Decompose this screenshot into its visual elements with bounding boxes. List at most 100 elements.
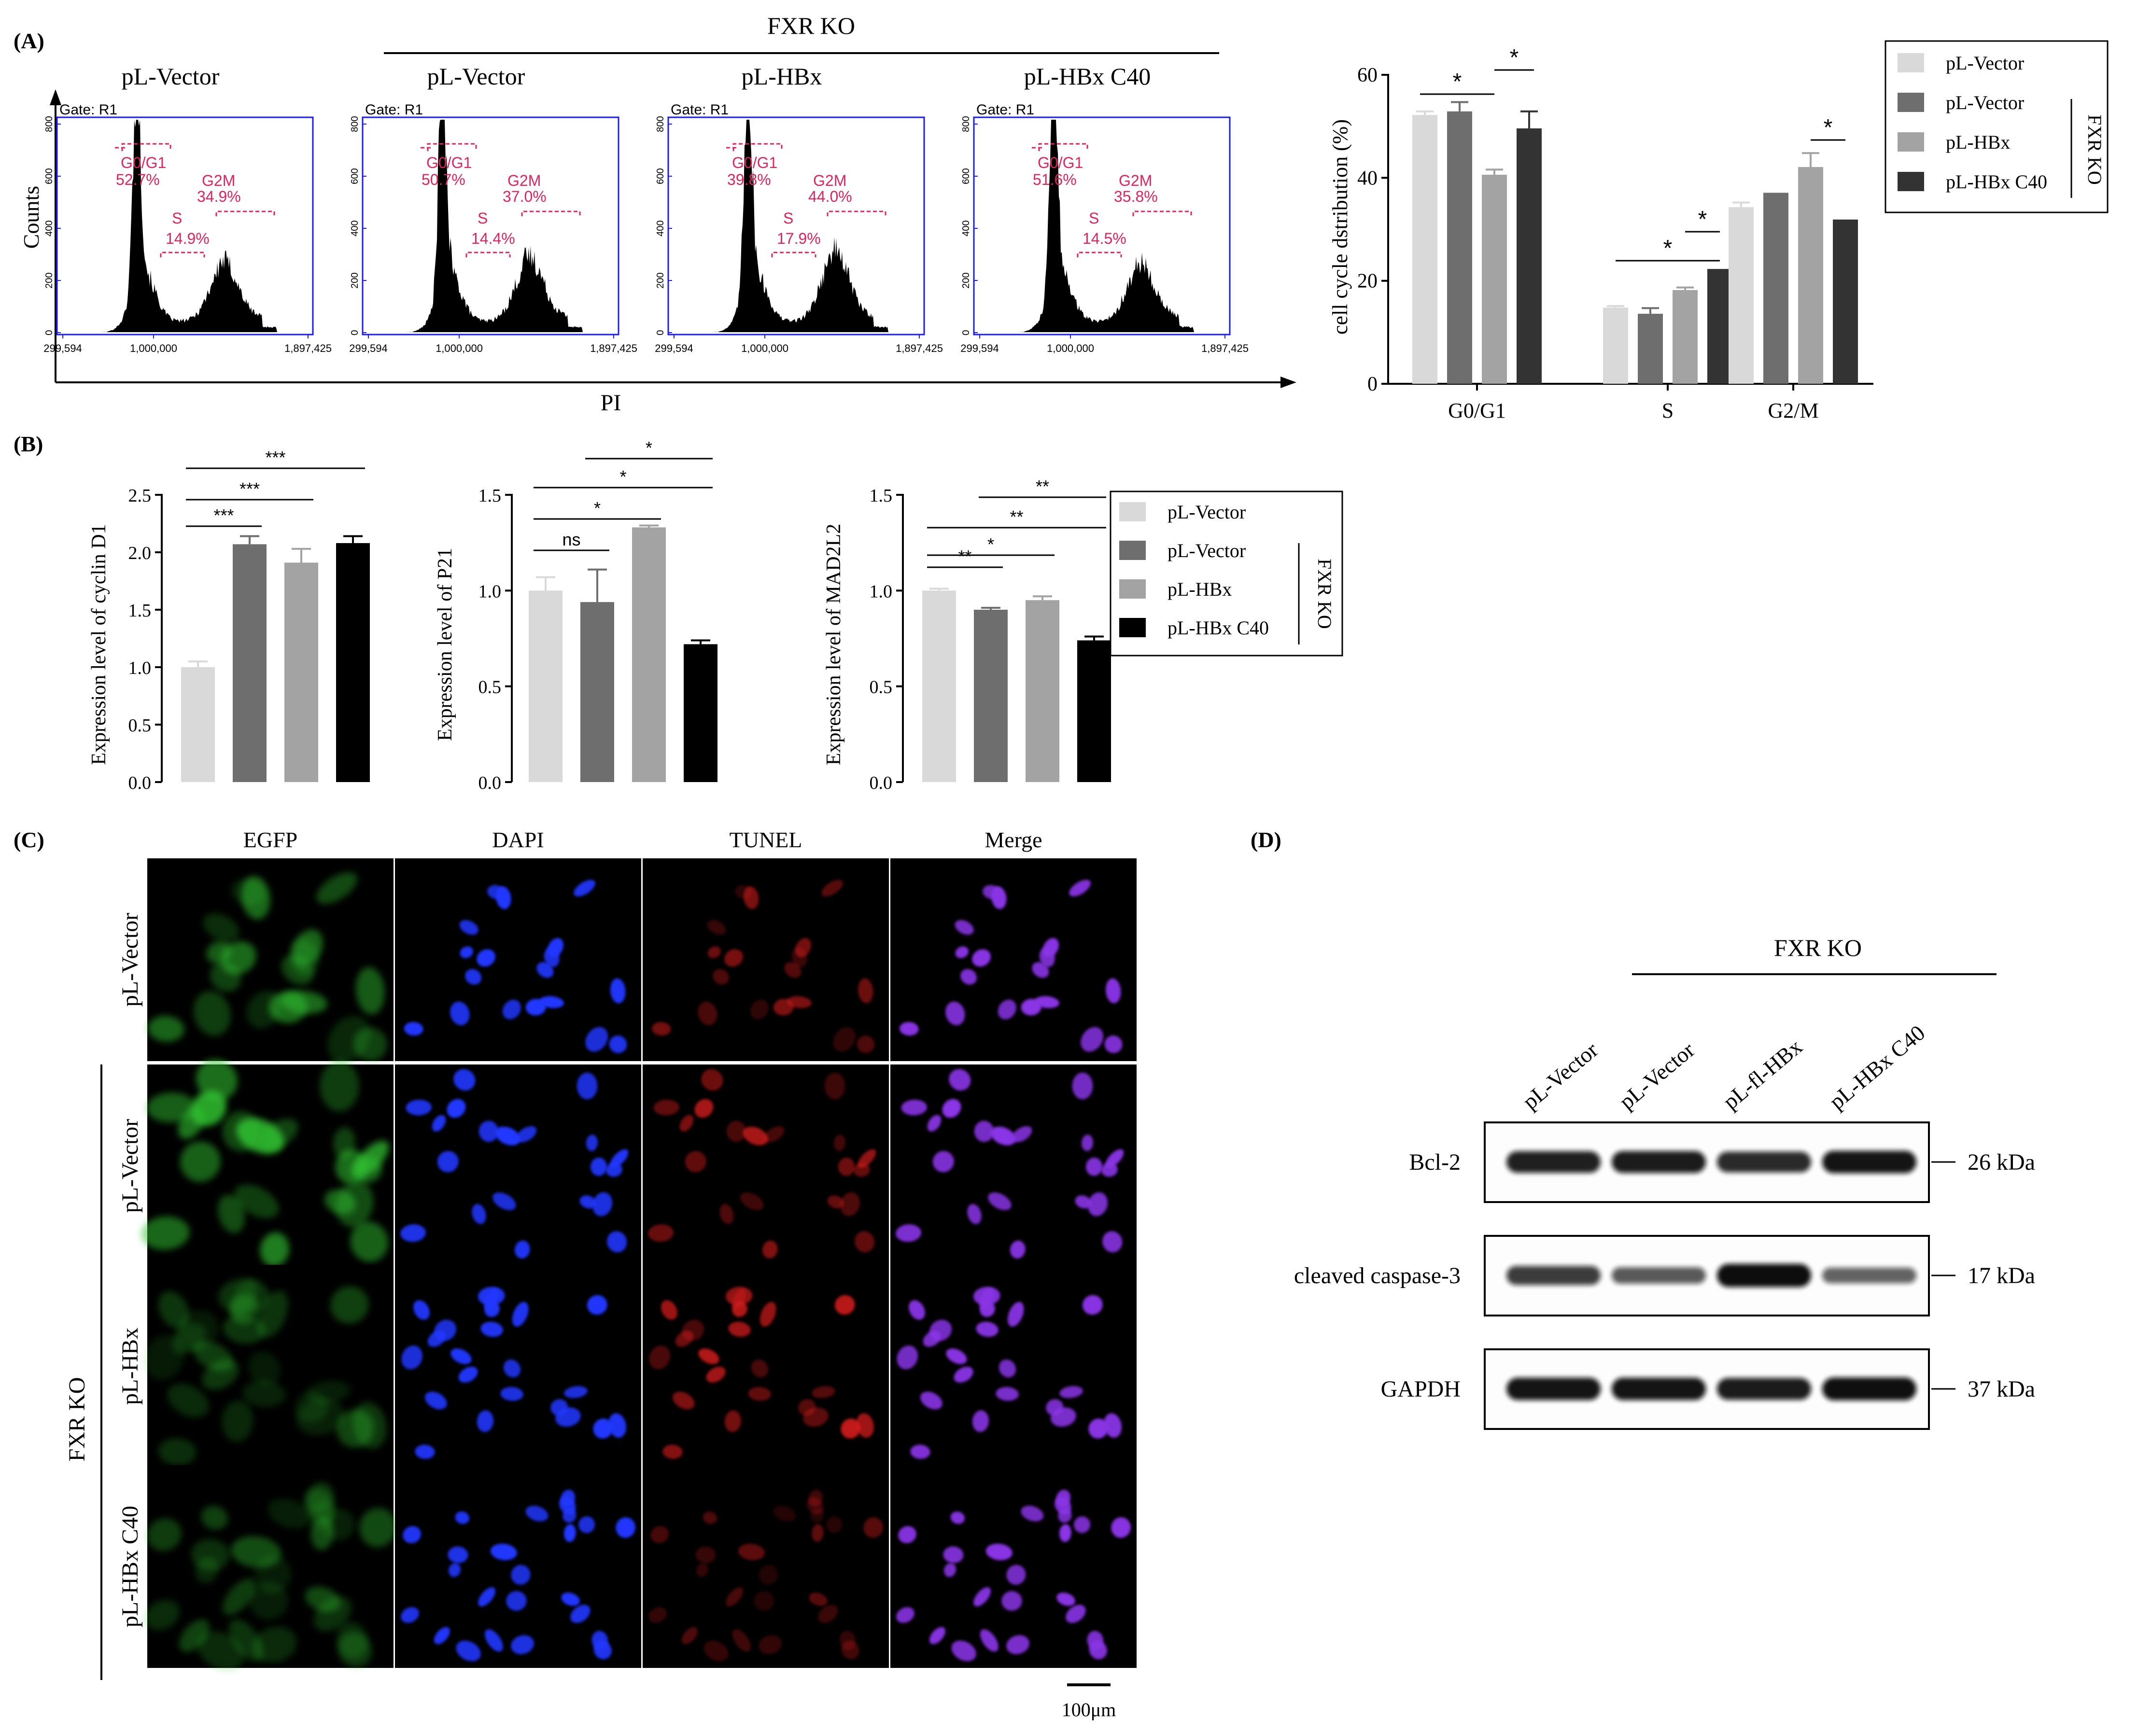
cc-bar-2 <box>1638 313 1663 384</box>
micro-tile <box>890 1265 1137 1468</box>
micro-cell <box>985 1543 1013 1560</box>
micro-cell <box>141 1216 190 1250</box>
micro-row-label: pL-HBx <box>117 1328 143 1405</box>
micro-cell <box>593 1418 613 1439</box>
significance-label: ** <box>1010 507 1023 527</box>
micro-tile <box>395 1064 641 1267</box>
y-tick-label: 1.0 <box>478 581 502 602</box>
micro-cell <box>577 1072 598 1100</box>
flow-y-tick-label: 200 <box>961 272 971 288</box>
flow-s-label: S <box>783 210 793 227</box>
blot-rows: Bcl-2 26 kDa cleaved caspase-3 17 kDa GAPDH 3… <box>1294 1121 2035 1430</box>
micro-cell <box>1032 962 1049 978</box>
micro-cell <box>681 1627 698 1644</box>
micro-cell <box>1021 1505 1044 1522</box>
micro-tile <box>643 1265 889 1468</box>
b-bar-4 <box>684 644 717 782</box>
flow-s-percent: 14.4% <box>471 230 515 247</box>
micro-cell <box>354 1141 389 1176</box>
micro-cell <box>306 1380 351 1404</box>
y-tick-label: 1.5 <box>128 601 152 621</box>
y-tick-label: 2.0 <box>128 543 152 563</box>
micro-cell <box>1073 1516 1091 1533</box>
b-legend-swatch <box>1119 618 1146 637</box>
blot-lane-label: pL-HBx C40 <box>1825 1020 1930 1114</box>
scale-bar-label: 100μm <box>1062 1699 1116 1721</box>
micro-cell <box>511 1635 534 1654</box>
micro-cell <box>610 1149 629 1168</box>
micro-cell <box>564 1386 588 1399</box>
p21-y-title: Expression level of P21 <box>434 548 456 741</box>
cc-category-label: S <box>1662 399 1674 422</box>
significance-label: * <box>646 438 652 458</box>
flow-y-tick-label: 200 <box>44 272 55 288</box>
micro-cell <box>812 1386 835 1399</box>
micro-cell <box>858 1149 876 1168</box>
micro-cell <box>484 1629 503 1652</box>
micro-cell <box>743 1126 768 1146</box>
micro-cell <box>897 1345 918 1370</box>
micro-cell <box>333 1127 356 1159</box>
flow-plot-title: pL-Vector <box>122 63 220 90</box>
micro-cell <box>707 946 721 958</box>
blot-band <box>1717 1264 1811 1287</box>
micro-cell <box>1059 1524 1071 1542</box>
flow-y-title: Counts <box>19 186 43 249</box>
micro-cell <box>608 1413 627 1438</box>
micro-cell <box>1075 1195 1092 1209</box>
flow-y-tick-label: 400 <box>655 220 666 236</box>
micro-cell <box>511 1565 531 1585</box>
micro-cell <box>296 1399 345 1436</box>
micro-cell <box>525 1505 549 1522</box>
cc-bar-4 <box>1833 219 1858 384</box>
flow-x-tick-label: 299,594 <box>960 342 999 354</box>
significance-label: * <box>1510 45 1519 70</box>
micro-cell <box>223 1315 266 1344</box>
micro-cell <box>450 1001 470 1025</box>
micro-cell <box>1081 1134 1094 1151</box>
micro-cell <box>703 1511 717 1524</box>
micro-cell <box>811 1524 824 1542</box>
b-bar-2 <box>974 610 1008 782</box>
micro-cell <box>802 1407 829 1427</box>
micro-cell <box>324 1189 356 1215</box>
micro-cell <box>477 949 496 967</box>
micro-column-label: EGFP <box>243 827 297 852</box>
flow-g0g1-percent: 50.7% <box>422 171 465 188</box>
micro-cell <box>144 1600 180 1630</box>
micro-cell <box>1081 1027 1104 1052</box>
flow-y-tick-label: 0 <box>655 330 666 335</box>
micro-cell <box>179 1619 210 1652</box>
cc-legend-label: pL-Vector <box>1946 92 2024 113</box>
micro-cell <box>1050 1407 1076 1427</box>
flow-s-gate <box>465 252 511 257</box>
micro-cell <box>180 1141 221 1182</box>
micro-cell <box>827 1195 844 1209</box>
flow-g2m-percent: 34.9% <box>197 188 241 205</box>
flow-g0g1-percent: 51.6% <box>1033 171 1077 188</box>
micro-cell <box>320 1060 359 1112</box>
micro-cell <box>841 1418 861 1439</box>
b-legend-label: pL-HBx <box>1167 578 1232 600</box>
micro-cell <box>203 913 239 942</box>
flow-x-tick-label: 1,897,425 <box>1201 342 1249 354</box>
flow-s-gate <box>1077 252 1122 257</box>
micro-cell <box>246 991 282 1029</box>
flow-g0g1-percent: 52.7% <box>116 171 160 188</box>
micro-cell <box>223 1578 256 1615</box>
micro-cell <box>787 996 812 1008</box>
blot-band <box>1506 1377 1601 1400</box>
micro-cell <box>147 1016 184 1042</box>
micro-cell <box>400 1224 426 1242</box>
panel-b-letter: (B) <box>14 432 43 456</box>
b-bar-4 <box>336 543 370 782</box>
flow-g2m-percent: 35.8% <box>1114 188 1158 205</box>
micro-column-label: TUNEL <box>730 827 802 852</box>
p21-bar-chart: Expression level of P21 0.0 0.5 1.0 1.5 ns * *… <box>434 438 717 793</box>
b-legend-label: pL-Vector <box>1167 501 1246 523</box>
micro-cell <box>478 1120 499 1142</box>
micro-cell <box>896 1224 922 1242</box>
micro-cell <box>943 1563 956 1577</box>
micro-tile <box>144 1265 394 1468</box>
